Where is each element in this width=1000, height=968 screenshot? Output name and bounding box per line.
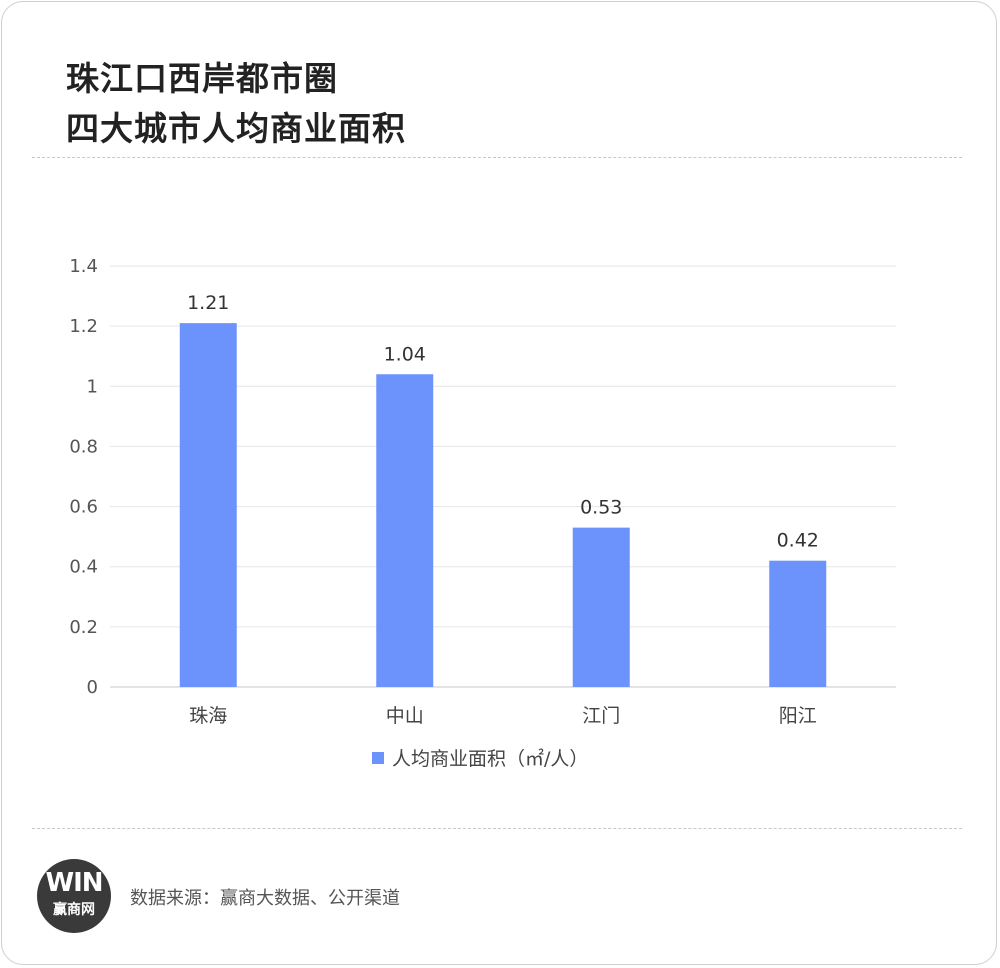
top-divider xyxy=(32,157,962,158)
x-tick-label: 阳江 xyxy=(779,705,817,727)
logo-text: 赢商网 xyxy=(53,902,95,918)
bar xyxy=(572,527,630,687)
data-source: 数据来源：赢商大数据、公开渠道 xyxy=(130,888,400,909)
bar xyxy=(376,374,434,687)
data-label: 1.04 xyxy=(384,343,426,365)
winshang-logo: WIN 赢商网 xyxy=(37,859,111,933)
bar xyxy=(769,560,827,687)
y-tick-label: 0.8 xyxy=(69,436,98,457)
legend: 人均商业面积（㎡/人） xyxy=(372,744,588,771)
x-tick-label: 珠海 xyxy=(189,705,227,727)
title-line-2: 四大城市人均商业面积 xyxy=(66,109,406,148)
title-line-1: 珠江口西岸都市圈 xyxy=(66,59,338,98)
x-tick-label: 江门 xyxy=(582,705,620,727)
data-label: 0.42 xyxy=(777,530,819,552)
y-tick-label: 0.6 xyxy=(69,497,98,518)
legend-swatch xyxy=(372,751,384,764)
data-label: 0.53 xyxy=(580,497,622,519)
logo-mark: WIN xyxy=(45,868,103,898)
chart-title: 珠江口西岸都市圈 四大城市人均商业面积 xyxy=(66,54,406,154)
y-tick-label: 1 xyxy=(87,376,98,397)
bar xyxy=(179,323,237,687)
y-tick-label: 0 xyxy=(87,677,98,698)
x-tick-label: 中山 xyxy=(386,705,424,727)
data-label: 1.21 xyxy=(187,292,229,314)
y-tick-label: 0.4 xyxy=(69,557,98,578)
y-tick-label: 0.2 xyxy=(69,617,98,638)
bottom-divider xyxy=(32,828,962,829)
legend-label: 人均商业面积（㎡/人） xyxy=(392,748,589,770)
y-tick-label: 1.2 xyxy=(69,316,98,337)
bar-chart: 0 0.2 0.4 0.6 0.8 1 1.2 1.4 1.21 珠海 1.04 中山 0.53 江门 0.… xyxy=(69,256,896,727)
y-tick-label: 1.4 xyxy=(69,256,98,277)
